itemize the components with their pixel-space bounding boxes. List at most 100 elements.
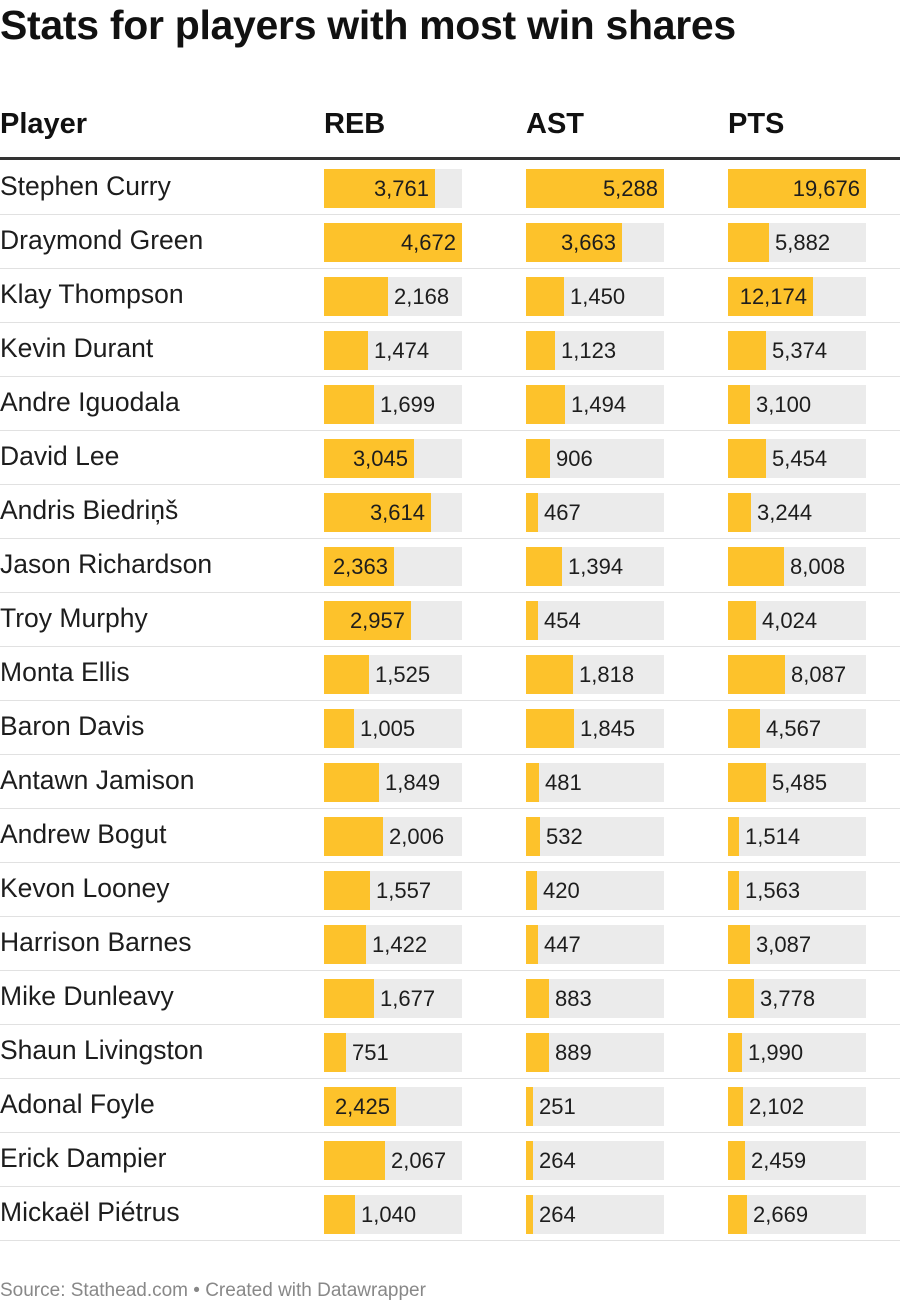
pts-bar-track: 3,087	[728, 925, 866, 964]
ast-bar-track: 889	[526, 1033, 664, 1072]
reb-bar	[324, 1195, 355, 1234]
table-row: Klay Thompson 2,168 1,450 12,174	[0, 269, 900, 323]
pts-bar	[728, 385, 750, 424]
ast-bar-track: 906	[526, 439, 664, 478]
ast-bar-track: 883	[526, 979, 664, 1018]
ast-value-label: 481	[545, 770, 582, 795]
player-name: Mike Dunleavy	[0, 981, 174, 1011]
pts-bar	[728, 331, 766, 370]
pts-bar-track: 5,454	[728, 439, 866, 478]
pts-bar	[728, 169, 866, 208]
player-name: Stephen Curry	[0, 171, 171, 201]
reb-value-label: 1,849	[385, 770, 441, 795]
reb-value-label: 1,525	[375, 662, 431, 687]
table-row: Adonal Foyle 2,425 251 2,102	[0, 1079, 900, 1133]
reb-bar	[324, 601, 411, 640]
ast-value-label: 1,845	[580, 716, 636, 741]
reb-bar	[324, 763, 379, 802]
player-name: Kevin Durant	[0, 333, 154, 363]
reb-bar-track: 1,699	[324, 385, 462, 424]
player-name: Draymond Green	[0, 225, 204, 255]
reb-value-label: 2,957	[349, 608, 405, 633]
reb-value-label: 4,672	[400, 230, 456, 255]
reb-bar-track: 2,168	[324, 277, 462, 316]
pts-bar	[728, 709, 760, 748]
ast-bar-track: 264	[526, 1195, 664, 1234]
pts-bar	[728, 601, 756, 640]
ast-bar-track: 454	[526, 601, 664, 640]
pts-bar-track: 4,024	[728, 601, 866, 640]
ast-bar	[526, 1087, 533, 1126]
reb-bar-track: 1,677	[324, 979, 462, 1018]
pts-bar-track: 8,008	[728, 547, 866, 586]
pts-bar-track: 2,669	[728, 1195, 866, 1234]
player-name: Baron Davis	[0, 711, 145, 741]
reb-bar	[324, 1141, 385, 1180]
player-name: Erick Dampier	[0, 1143, 167, 1173]
ast-bar-track: 1,818	[526, 655, 664, 694]
ast-bar-track: 1,494	[526, 385, 664, 424]
ast-value-label: 1,494	[571, 392, 627, 417]
ast-bar-track: 1,845	[526, 709, 664, 748]
ast-bar-track: 1,394	[526, 547, 664, 586]
pts-bar	[728, 493, 751, 532]
ast-bar-track: 251	[526, 1087, 664, 1126]
ast-value-label: 3,663	[560, 230, 616, 255]
table-body: Stephen Curry 3,761 5,288 19,676 Draymond Gr…	[0, 161, 900, 1241]
ast-bar	[526, 979, 549, 1018]
pts-bar-track: 2,459	[728, 1141, 866, 1180]
column-header-pts[interactable]: PTS	[728, 108, 785, 140]
reb-bar-track: 1,422	[324, 925, 462, 964]
player-name: Shaun Livingston	[0, 1035, 204, 1065]
reb-value-label: 1,677	[380, 986, 436, 1011]
player-name: Troy Murphy	[0, 603, 148, 633]
ast-bar	[526, 709, 574, 748]
reb-value-label: 751	[352, 1040, 389, 1065]
reb-value-label: 2,363	[332, 554, 388, 579]
reb-value-label: 2,067	[391, 1148, 447, 1173]
reb-value-label: 1,474	[374, 338, 430, 363]
player-name: Kevon Looney	[0, 873, 170, 903]
reb-bar	[324, 547, 394, 586]
pts-value-label: 2,459	[751, 1148, 807, 1173]
reb-value-label: 1,699	[380, 392, 436, 417]
ast-bar	[526, 601, 538, 640]
ast-value-label: 447	[544, 932, 581, 957]
table-row: Andrew Bogut 2,006 532 1,514	[0, 809, 900, 863]
ast-bar	[526, 277, 564, 316]
reb-bar	[324, 223, 462, 262]
ast-bar-track: 5,288	[526, 169, 664, 208]
ast-value-label: 420	[543, 878, 580, 903]
player-name: Mickaël Piétrus	[0, 1197, 180, 1227]
reb-bar	[324, 493, 431, 532]
pts-value-label: 5,374	[772, 338, 828, 363]
ast-value-label: 264	[539, 1202, 576, 1227]
column-header-reb[interactable]: REB	[324, 108, 386, 140]
reb-value-label: 3,614	[369, 500, 425, 525]
ast-bar-track: 447	[526, 925, 664, 964]
pts-value-label: 2,669	[753, 1202, 809, 1227]
pts-bar-track: 5,882	[728, 223, 866, 262]
reb-bar	[324, 277, 388, 316]
pts-bar-track: 5,485	[728, 763, 866, 802]
pts-bar	[728, 223, 769, 262]
reb-bar	[324, 871, 370, 910]
reb-value-label: 1,422	[372, 932, 428, 957]
pts-bar-track: 12,174	[728, 277, 866, 316]
pts-value-label: 1,563	[745, 878, 801, 903]
ast-bar	[526, 439, 550, 478]
pts-value-label: 1,990	[748, 1040, 804, 1065]
pts-bar	[728, 871, 739, 910]
column-header-ast[interactable]: AST	[526, 108, 584, 140]
reb-bar	[324, 1033, 346, 1072]
reb-bar-track: 751	[324, 1033, 462, 1072]
pts-value-label: 19,676	[792, 176, 860, 201]
player-name: Adonal Foyle	[0, 1089, 155, 1119]
pts-value-label: 3,244	[757, 500, 813, 525]
reb-bar-track: 2,425	[324, 1087, 462, 1126]
player-name: David Lee	[0, 441, 120, 471]
reb-bar	[324, 925, 366, 964]
pts-bar-track: 1,990	[728, 1033, 866, 1072]
reb-value-label: 1,557	[376, 878, 432, 903]
column-header-player[interactable]: Player	[0, 108, 88, 140]
